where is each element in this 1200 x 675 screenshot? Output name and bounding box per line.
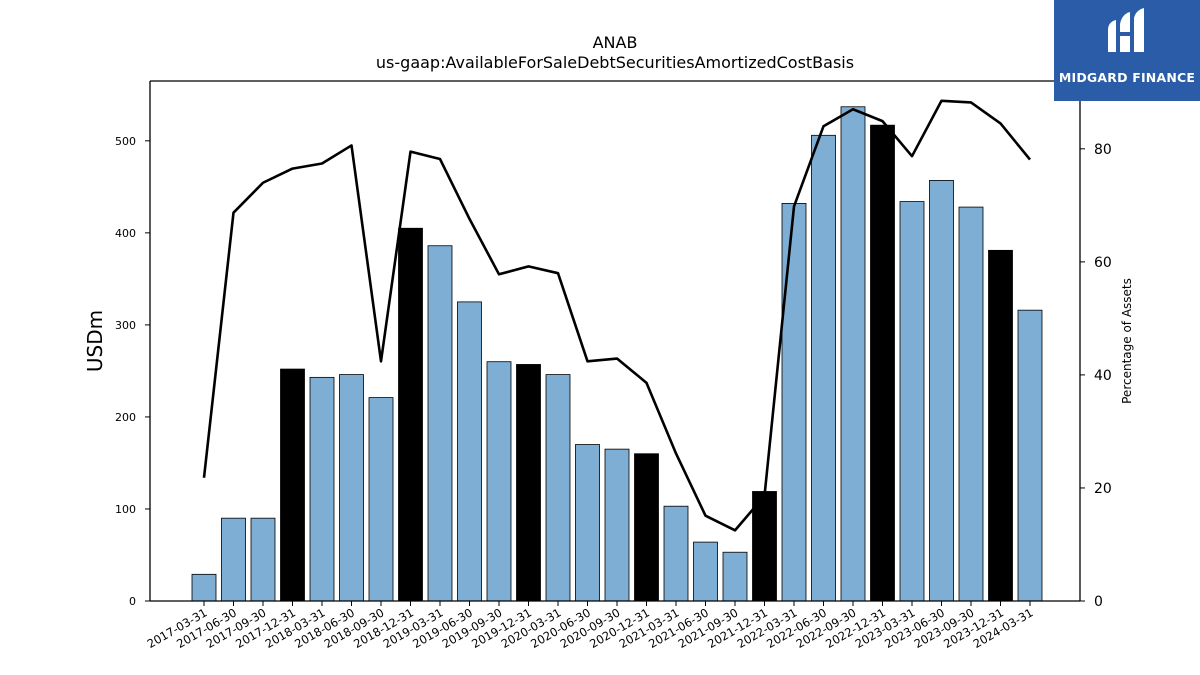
midgard-finance-logo: MIDGARD FINANCE [1054,0,1200,101]
bar-2019-12-31 [516,364,541,602]
bar-2022-09-30 [840,106,866,602]
bar-2023-06-30 [929,179,954,602]
bar-2019-03-31 [427,245,453,602]
y-tick-label-0: 0 [129,595,136,608]
bar-2023-03-31 [899,201,925,602]
chart-subtitle: us-gaap:AvailableForSaleDebtSecuritiesAm… [376,53,854,72]
y2-tick-label-80: 80 [1094,142,1112,158]
bar-2022-03-31 [781,203,807,602]
bar-2022-12-31 [870,124,895,602]
percentage-line [202,99,1032,532]
bar-2021-06-30 [693,541,718,602]
chart-title: ANAB [593,33,638,52]
y2-axis-label: Percentage of Assets [1120,278,1134,404]
y2-tick-label-20: 20 [1094,481,1112,497]
bar-2018-09-30 [368,397,394,602]
bar-2018-12-31 [398,227,423,602]
bar-2018-03-31 [309,376,335,602]
bar-2017-12-31 [280,368,305,602]
bar-2021-12-31 [752,491,777,602]
logo-text: MIDGARD FINANCE [1058,70,1196,85]
y-tick-label-500: 500 [115,135,136,148]
bar-2019-09-30 [486,361,512,602]
y-tick-label-200: 200 [115,411,136,424]
bar-2023-09-30 [958,206,984,602]
bar-2021-03-31 [663,505,689,602]
y2-tick-label-60: 60 [1094,255,1112,271]
y-tick-label-400: 400 [115,227,136,240]
bar-2020-12-31 [634,453,659,602]
y-tick-label-300: 300 [115,319,136,332]
logo-mark-icon [1108,8,1144,52]
bar-2020-03-31 [545,374,571,602]
line-group [202,99,1032,532]
bar-2020-06-30 [575,444,600,602]
bar-2023-12-31 [988,249,1013,602]
bar-2020-09-30 [604,448,630,602]
bar-2017-03-31 [191,573,217,602]
y2-tick-label-0: 0 [1094,594,1103,610]
y-tick-label-100: 100 [115,503,136,516]
bar-2019-06-30 [457,301,482,602]
bar-2021-09-30 [722,551,748,602]
bar-2018-06-30 [339,374,364,602]
bar-group [191,106,1043,602]
y-axis-label: USDm [83,310,107,372]
bar-2022-06-30 [811,134,836,602]
y2-tick-label-40: 40 [1094,368,1112,384]
bar-2017-09-30 [250,517,276,602]
bar-2017-06-30 [221,517,246,602]
bar-2024-03-31 [1017,309,1043,602]
